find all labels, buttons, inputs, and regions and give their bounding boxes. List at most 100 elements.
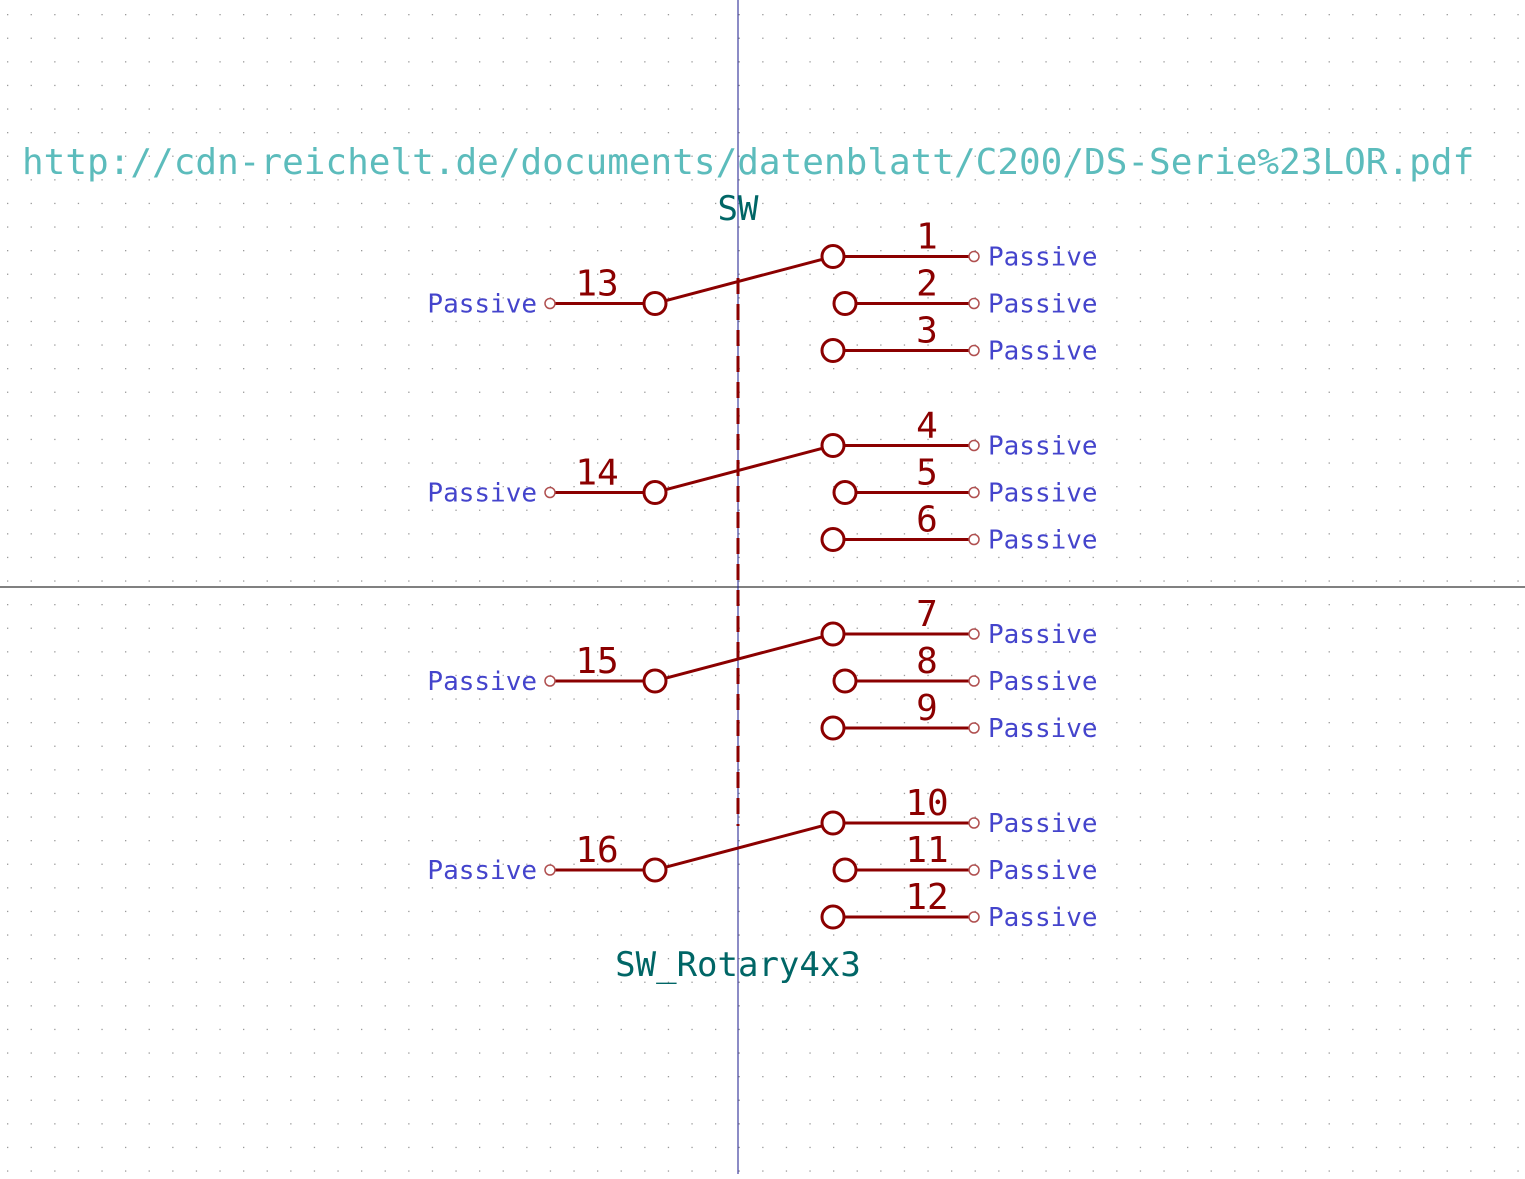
position-pin[interactable]: 8 Passive xyxy=(832,641,1098,697)
grid-dot xyxy=(597,179,599,181)
grid-dot xyxy=(573,368,575,370)
grid-dot xyxy=(597,1005,599,1007)
grid-dot xyxy=(219,155,221,157)
pin-connection-point[interactable] xyxy=(968,911,980,923)
grid-dot xyxy=(1092,37,1094,39)
grid-dot xyxy=(620,1076,622,1078)
pin-connection-point[interactable] xyxy=(968,486,980,499)
position-pin[interactable]: 12 Passive xyxy=(820,877,1098,933)
grid-dot xyxy=(101,273,103,275)
grid-dot xyxy=(833,840,835,842)
pin-connection-point[interactable] xyxy=(968,817,980,829)
grid-dot xyxy=(313,37,316,39)
pin-connection-point[interactable] xyxy=(544,486,556,499)
position-pin[interactable]: 10 Passive xyxy=(820,783,1098,839)
grid-dot xyxy=(1352,486,1354,488)
grid-dot xyxy=(54,1005,56,1007)
grid-dot xyxy=(526,910,528,913)
grid-dot xyxy=(219,14,221,16)
grid-dot xyxy=(526,486,528,488)
grid-dot xyxy=(1163,486,1165,488)
grid-dot xyxy=(1375,580,1378,582)
grid-dot xyxy=(1139,368,1142,370)
value-field[interactable]: SW_Rotary4x3 xyxy=(615,945,861,985)
grid-dot xyxy=(833,273,835,275)
grid-dot xyxy=(1092,981,1094,983)
grid-dot xyxy=(644,509,646,511)
grid-dot xyxy=(1281,887,1283,889)
pin-connection-point[interactable] xyxy=(544,297,556,310)
position-pin[interactable]: 4 Passive xyxy=(820,406,1098,462)
pin-connection-point[interactable] xyxy=(544,864,556,876)
position-pin[interactable]: 9 Passive xyxy=(820,688,1098,744)
grid-dot xyxy=(1163,1076,1165,1078)
pin-connection-point[interactable] xyxy=(968,628,980,640)
position-pin[interactable]: 11 Passive xyxy=(832,830,1098,886)
grid-dot xyxy=(667,1005,670,1007)
grid-dot xyxy=(1021,273,1024,275)
pin-electrical-type: Passive xyxy=(427,290,537,320)
pin-connection-point[interactable] xyxy=(544,675,556,687)
grid-dot xyxy=(54,1099,56,1101)
grid-dot xyxy=(715,816,717,818)
grid-dot xyxy=(785,391,788,393)
pin-connection-point[interactable] xyxy=(968,439,980,452)
datasheet-url-field[interactable]: http://cdn-reichelt.de/documents/datenbl… xyxy=(22,142,1474,183)
grid-dot xyxy=(1517,792,1519,795)
grid-dot xyxy=(1399,745,1401,747)
grid-dot xyxy=(1470,1099,1472,1101)
grid-dot xyxy=(1375,179,1378,181)
grid-dot xyxy=(927,37,929,39)
grid-dot xyxy=(1470,368,1472,370)
grid-dot xyxy=(951,368,953,370)
grid-dot xyxy=(1281,533,1283,535)
position-pin[interactable]: 2 Passive xyxy=(832,264,1098,320)
pin-connection-point[interactable] xyxy=(968,864,980,876)
pin-connection-point[interactable] xyxy=(968,297,980,310)
position-pin[interactable]: 3 Passive xyxy=(820,311,1098,367)
grid-dot xyxy=(502,674,504,677)
grid-dot xyxy=(667,462,670,464)
position-pin[interactable]: 1 Passive xyxy=(820,217,1098,273)
grid-dot xyxy=(809,155,811,157)
grid-dot xyxy=(1423,1076,1425,1078)
pin-connection-point[interactable] xyxy=(968,675,980,687)
grid-dot xyxy=(951,816,953,818)
position-pin[interactable]: 6 Passive xyxy=(820,500,1098,556)
grid-dot xyxy=(1423,604,1425,606)
grid-dot xyxy=(1045,61,1047,63)
grid-dot xyxy=(927,320,929,323)
grid-dot xyxy=(455,674,457,677)
position-pin[interactable]: 7 Passive xyxy=(820,594,1098,650)
grid-dot xyxy=(1352,344,1354,346)
grid-dot xyxy=(974,486,976,488)
grid-dot xyxy=(1281,250,1283,252)
grid-dot xyxy=(431,273,434,275)
reference-field[interactable]: SW xyxy=(718,189,759,229)
pin-connection-point[interactable] xyxy=(968,344,980,357)
grid-dot xyxy=(738,840,740,842)
pin-connection-point[interactable] xyxy=(968,533,980,546)
grid-dot xyxy=(1517,580,1519,582)
grid-dot xyxy=(856,250,858,252)
position-pin[interactable]: 5 Passive xyxy=(832,453,1098,509)
pin-connection-point[interactable] xyxy=(968,722,980,734)
grid-dot xyxy=(1352,202,1354,205)
grid-dot xyxy=(1517,1099,1519,1101)
grid-dot xyxy=(195,863,198,865)
grid-dot xyxy=(597,604,599,606)
grid-dot xyxy=(927,1146,929,1149)
grid-dot xyxy=(1187,674,1189,677)
grid-dot xyxy=(1210,769,1212,771)
grid-dot xyxy=(526,297,528,299)
grid-dot xyxy=(833,14,835,16)
pin-connection-point[interactable] xyxy=(968,250,980,263)
grid-dot xyxy=(290,887,292,889)
grid-dot xyxy=(1234,1028,1236,1031)
